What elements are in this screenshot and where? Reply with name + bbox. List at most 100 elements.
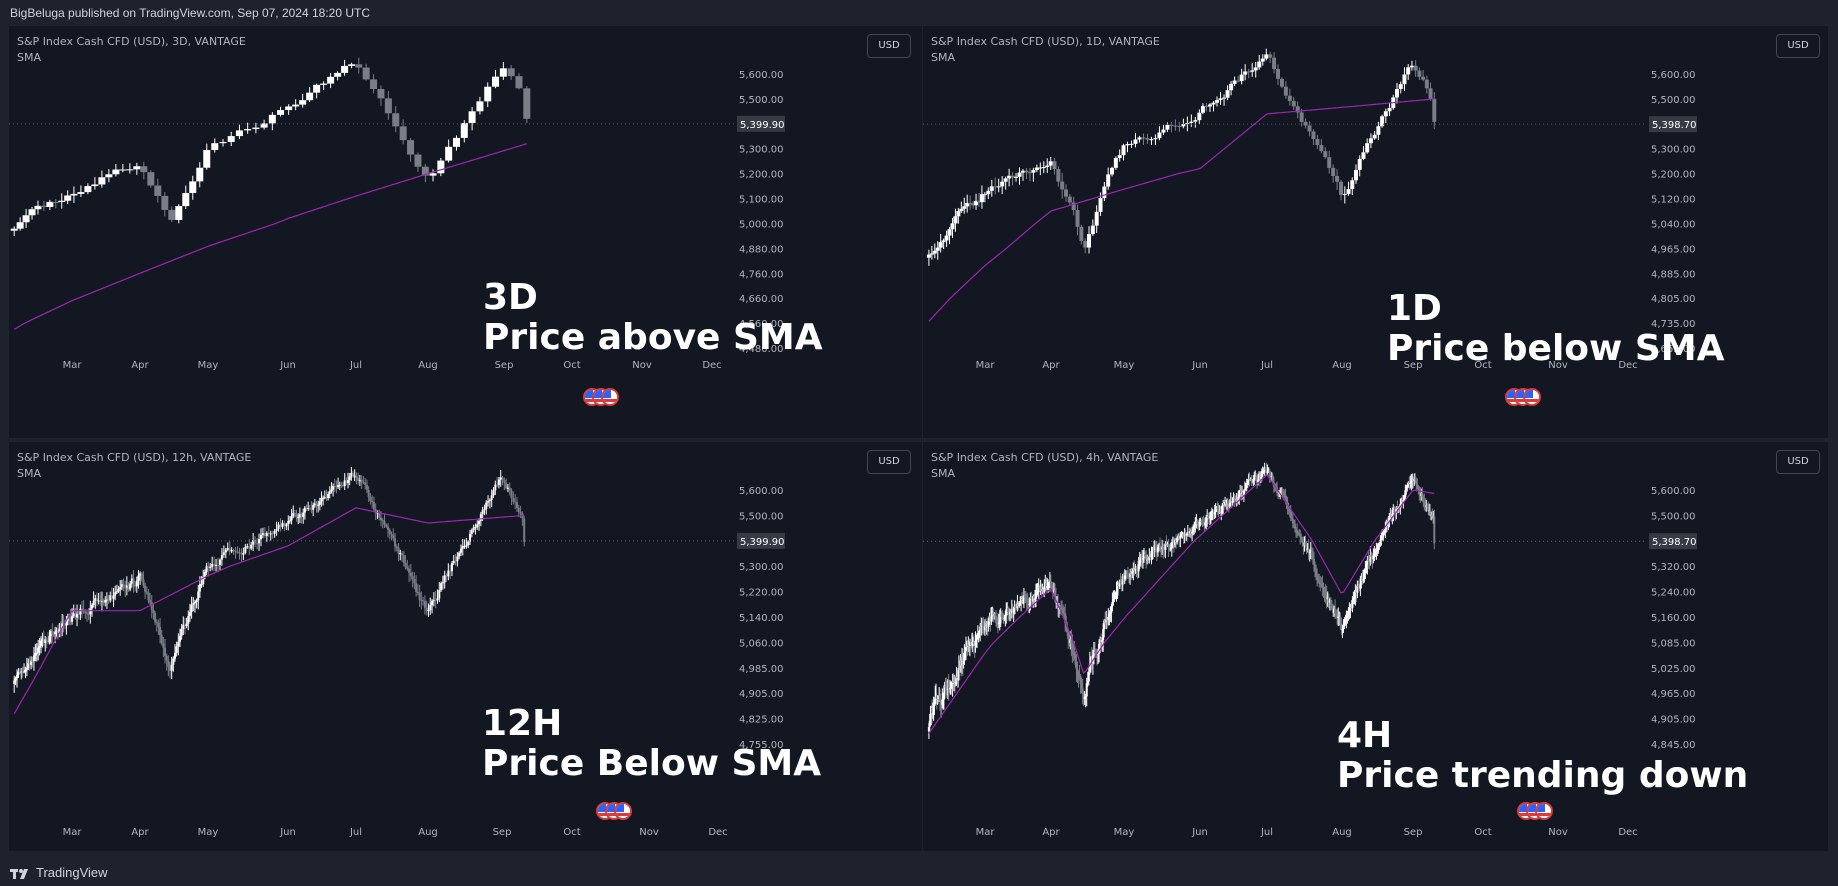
events-icon[interactable] (583, 388, 627, 408)
candle-body (135, 580, 138, 587)
candle-body (185, 623, 188, 627)
candle-body (1345, 615, 1348, 620)
chart-canvas-3d[interactable]: 5,600.005,500.005,400.005,300.005,200.00… (9, 26, 922, 438)
x-axis-tick: Oct (563, 360, 580, 371)
y-axis-tick: 5,100.00 (739, 195, 784, 206)
candle-body (1230, 498, 1233, 503)
candle-body (1156, 547, 1159, 553)
candle-body (161, 195, 169, 210)
candle-body (935, 695, 938, 700)
candle-body (211, 564, 214, 567)
candle-body (1107, 617, 1110, 621)
candle-body (44, 639, 47, 644)
y-axis-tick: 4,560.00 (739, 319, 784, 330)
candle-body (1245, 483, 1248, 486)
candle-body (254, 540, 257, 544)
candle-body (1193, 525, 1196, 530)
candle-body (132, 578, 135, 584)
candle-body (399, 553, 402, 555)
candle-body (1184, 533, 1187, 536)
chart-canvas-1d[interactable]: 5,600.005,500.005,400.005,300.005,200.00… (923, 26, 1828, 438)
candle-body (1268, 470, 1271, 477)
candle-body (77, 613, 80, 615)
candle-body (1373, 554, 1376, 556)
candle-body (137, 575, 140, 581)
candle-body (1334, 608, 1337, 614)
candle-body (488, 499, 491, 502)
candle-body (182, 624, 185, 630)
candle-body (1282, 492, 1285, 494)
candle-body (416, 591, 419, 593)
y-axis-tick: 4,965.00 (1651, 244, 1696, 255)
candle-body (1232, 80, 1237, 84)
candle-body (1322, 587, 1325, 589)
candle-body (1172, 542, 1175, 546)
candle-body (1040, 586, 1043, 591)
chart-canvas-12h[interactable]: 5,600.005,500.005,400.005,300.005,220.00… (9, 442, 922, 851)
candle-body (320, 83, 328, 85)
candle-body (125, 585, 128, 588)
candle-body (348, 476, 351, 481)
candle-body (28, 663, 31, 665)
candle-body (370, 79, 378, 89)
x-axis-tick: Sep (1404, 360, 1423, 371)
candle-body (1323, 151, 1328, 158)
candle-body (452, 560, 455, 564)
candle-body (64, 195, 72, 201)
candle-body (242, 552, 245, 555)
candle-body (992, 613, 995, 616)
candle-body (968, 641, 971, 647)
candle-body (1406, 67, 1411, 75)
candle-body (1073, 652, 1076, 655)
chart-panel-4h[interactable]: 5,600.005,500.005,400.005,320.005,240.00… (923, 442, 1828, 851)
candle-body (1231, 501, 1234, 503)
candle-body (165, 656, 168, 661)
candle-body (1060, 608, 1063, 610)
x-axis-tick: Mar (976, 360, 996, 371)
candle-body (1310, 550, 1313, 555)
candle-body (436, 598, 439, 601)
events-icon[interactable] (596, 802, 640, 822)
candle-body (490, 495, 493, 500)
x-axis-tick: Jul (1260, 827, 1273, 838)
annotation-timeframe: 4H (1337, 715, 1393, 756)
candle-body (1075, 210, 1080, 227)
candle-body (1150, 551, 1153, 558)
candle-body (931, 713, 934, 715)
candle-body (1336, 615, 1339, 618)
currency-button[interactable]: USD (1776, 34, 1820, 58)
candle-body (175, 646, 178, 654)
candle-body (315, 503, 318, 506)
currency-button[interactable]: USD (867, 34, 911, 58)
chart-panel-3d[interactable]: 5,600.005,500.005,400.005,300.005,200.00… (9, 26, 922, 438)
candle-body (58, 200, 66, 202)
candle-body (1047, 584, 1050, 586)
currency-button[interactable]: USD (1776, 450, 1820, 474)
candle-body (449, 570, 452, 572)
events-icon[interactable] (1505, 388, 1549, 408)
candle-body (1333, 608, 1336, 613)
candle-body (440, 583, 443, 591)
candle-body (1074, 654, 1077, 665)
chart-panel-1d[interactable]: 5,600.005,500.005,400.005,300.005,200.00… (923, 26, 1828, 438)
x-axis-tick: Oct (1474, 360, 1491, 371)
candle-body (1110, 606, 1113, 613)
candle-body (1428, 88, 1433, 99)
candle-body (1063, 613, 1066, 615)
candle-body (445, 575, 448, 577)
footer-brand[interactable]: TradingView (0, 859, 1838, 886)
candle-body (256, 543, 259, 545)
candle-body (1164, 543, 1167, 550)
events-icon[interactable] (1517, 802, 1561, 822)
chart-panel-12h[interactable]: 5,600.005,500.005,400.005,300.005,220.00… (9, 442, 922, 851)
y-axis-tick: 4,760.00 (739, 269, 784, 280)
chart-body: 5,600.005,500.005,400.005,300.005,220.00… (9, 466, 785, 838)
candle-body (1137, 564, 1140, 572)
candle-body (170, 664, 173, 671)
candle-body (1181, 533, 1184, 535)
candle-body (168, 209, 176, 220)
currency-button[interactable]: USD (867, 450, 911, 474)
chart-canvas-4h[interactable]: 5,600.005,500.005,400.005,320.005,240.00… (923, 442, 1828, 851)
candle-body (244, 546, 247, 553)
candle-body (1312, 558, 1315, 565)
